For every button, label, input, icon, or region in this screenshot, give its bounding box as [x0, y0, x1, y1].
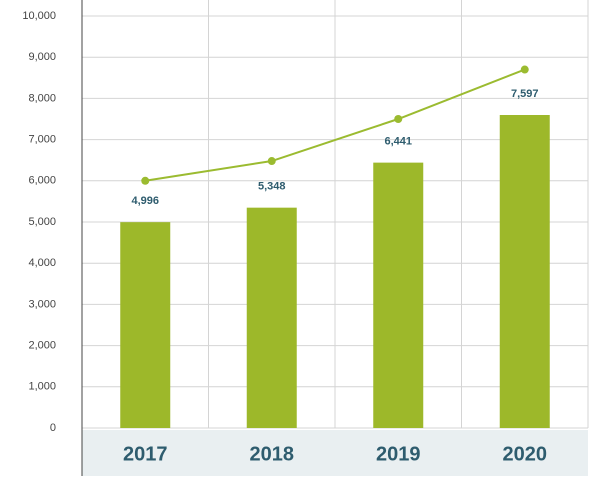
y-tick-label: 8,000 — [28, 92, 56, 104]
value-label: 7,597 — [511, 88, 539, 100]
value-label: 4,996 — [131, 195, 159, 207]
line-point — [520, 65, 529, 74]
x-tick-label: 2020 — [503, 443, 548, 465]
line-point — [141, 176, 150, 185]
x-tick-label: 2018 — [250, 443, 295, 465]
y-tick-label: 1,000 — [28, 381, 56, 393]
y-tick-label: 3,000 — [28, 298, 56, 310]
y-tick-label: 5,000 — [28, 216, 56, 228]
bar — [499, 115, 550, 428]
value-label: 6,441 — [384, 136, 412, 148]
line-point — [267, 157, 276, 166]
bar — [373, 162, 424, 428]
x-tick-label: 2017 — [123, 443, 168, 465]
y-tick-label: 2,000 — [28, 340, 56, 352]
category-band — [82, 430, 588, 476]
value-label: 5,348 — [258, 181, 286, 193]
y-tick-label: 10,000 — [22, 10, 56, 22]
line-point — [394, 115, 403, 123]
y-tick-label: 0 — [50, 422, 56, 434]
x-tick-label: 2019 — [376, 443, 421, 465]
bar — [246, 207, 297, 428]
line — [145, 68, 526, 182]
bar — [120, 222, 171, 428]
y-tick-label: 7,000 — [28, 134, 56, 146]
y-tick-label: 6,000 — [28, 175, 56, 187]
y-tick-label: 9,000 — [28, 51, 56, 63]
y-tick-label: 4,000 — [28, 257, 56, 269]
